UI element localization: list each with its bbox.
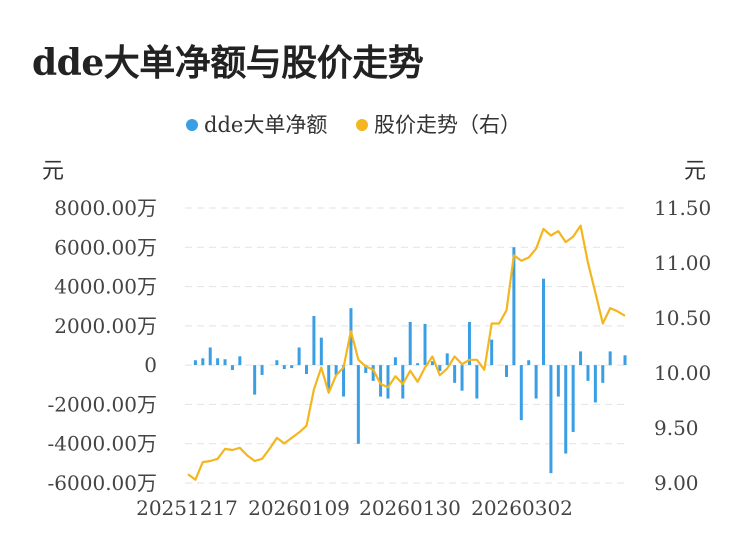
left-tick-label: 2000.00万 <box>54 314 157 338</box>
price-line-path <box>187 224 626 481</box>
bar <box>571 365 575 432</box>
legend: dde大单净额 股价走势（右） <box>186 113 521 137</box>
bar <box>305 365 309 374</box>
bar <box>193 360 197 366</box>
bar <box>334 365 338 375</box>
bar <box>319 337 323 366</box>
chart-title: dde大单净额与股价走势 <box>32 42 424 84</box>
bar <box>223 359 227 366</box>
bar <box>608 351 612 366</box>
bar <box>275 360 279 366</box>
grid-lines <box>185 207 628 484</box>
bar <box>556 365 560 397</box>
x-tick-label: 20251217 <box>136 496 238 520</box>
bar <box>586 365 590 381</box>
bar <box>453 365 457 383</box>
bar <box>230 365 234 371</box>
x-tick-label: 20260109 <box>248 496 350 520</box>
bar <box>623 355 627 366</box>
bar <box>371 365 375 381</box>
bar-series <box>193 247 627 474</box>
bar <box>579 351 583 366</box>
x-axis: 20251217 20260109 20260130 20260302 <box>136 496 573 520</box>
bar <box>475 365 479 399</box>
bar <box>342 365 346 397</box>
right-tick-label: 10.00 <box>654 361 711 385</box>
right-tick-label: 11.00 <box>654 251 711 275</box>
line-series <box>187 224 626 481</box>
left-tick-label: -6000.00万 <box>48 471 157 495</box>
bar <box>290 365 294 369</box>
bar <box>534 365 538 399</box>
left-axis: 8000.00万 6000.00万 4000.00万 2000.00万 0 -2000.0… <box>48 196 157 495</box>
bar <box>356 365 360 444</box>
right-tick-label: 9.50 <box>654 416 699 440</box>
right-axis: 11.50 11.00 10.50 10.00 9.50 9.00 <box>654 196 711 495</box>
bar <box>416 363 420 366</box>
left-tick-label: -4000.00万 <box>48 432 157 456</box>
bar <box>564 365 568 454</box>
bar <box>549 365 553 474</box>
bar <box>423 323 427 366</box>
left-tick-label: 8000.00万 <box>54 196 157 220</box>
legend-marker-line <box>356 119 368 131</box>
bar <box>430 361 434 366</box>
legend-marker-bar <box>186 119 198 131</box>
bar <box>364 365 368 373</box>
bar <box>519 365 523 421</box>
bar <box>216 358 220 366</box>
bar <box>467 321 471 366</box>
bar <box>208 347 212 366</box>
bar <box>327 365 331 391</box>
right-axis-unit: 元 <box>684 159 706 184</box>
right-tick-label: 9.00 <box>654 471 699 495</box>
bar <box>460 365 464 391</box>
bar <box>260 365 264 375</box>
right-tick-label: 11.50 <box>654 196 711 220</box>
left-tick-label: 6000.00万 <box>54 235 157 259</box>
bar <box>438 365 442 372</box>
bar <box>349 308 353 366</box>
bar <box>238 356 242 366</box>
left-axis-unit: 元 <box>42 159 64 184</box>
bar <box>312 316 316 366</box>
bar <box>408 321 412 366</box>
x-tick-label: 20260130 <box>359 496 461 520</box>
bar <box>282 365 286 370</box>
bar <box>527 360 531 366</box>
legend-label-line: 股价走势（右） <box>374 113 521 137</box>
bar <box>201 358 205 366</box>
left-tick-label: 0 <box>144 353 157 377</box>
bar <box>593 365 597 403</box>
bar <box>445 353 449 366</box>
bar <box>490 339 494 366</box>
bar <box>601 365 605 383</box>
left-tick-label: 4000.00万 <box>54 275 157 299</box>
x-tick-label: 20260302 <box>471 496 573 520</box>
left-tick-label: -2000.00万 <box>48 392 157 416</box>
bar <box>504 365 508 377</box>
bar <box>379 365 383 397</box>
legend-label-bar: dde大单净额 <box>204 113 327 137</box>
bar <box>253 365 257 395</box>
bar <box>542 278 546 366</box>
bar <box>297 347 301 366</box>
bar <box>393 357 397 366</box>
right-tick-label: 10.50 <box>654 306 711 330</box>
bar <box>386 365 390 399</box>
bar <box>512 247 516 366</box>
